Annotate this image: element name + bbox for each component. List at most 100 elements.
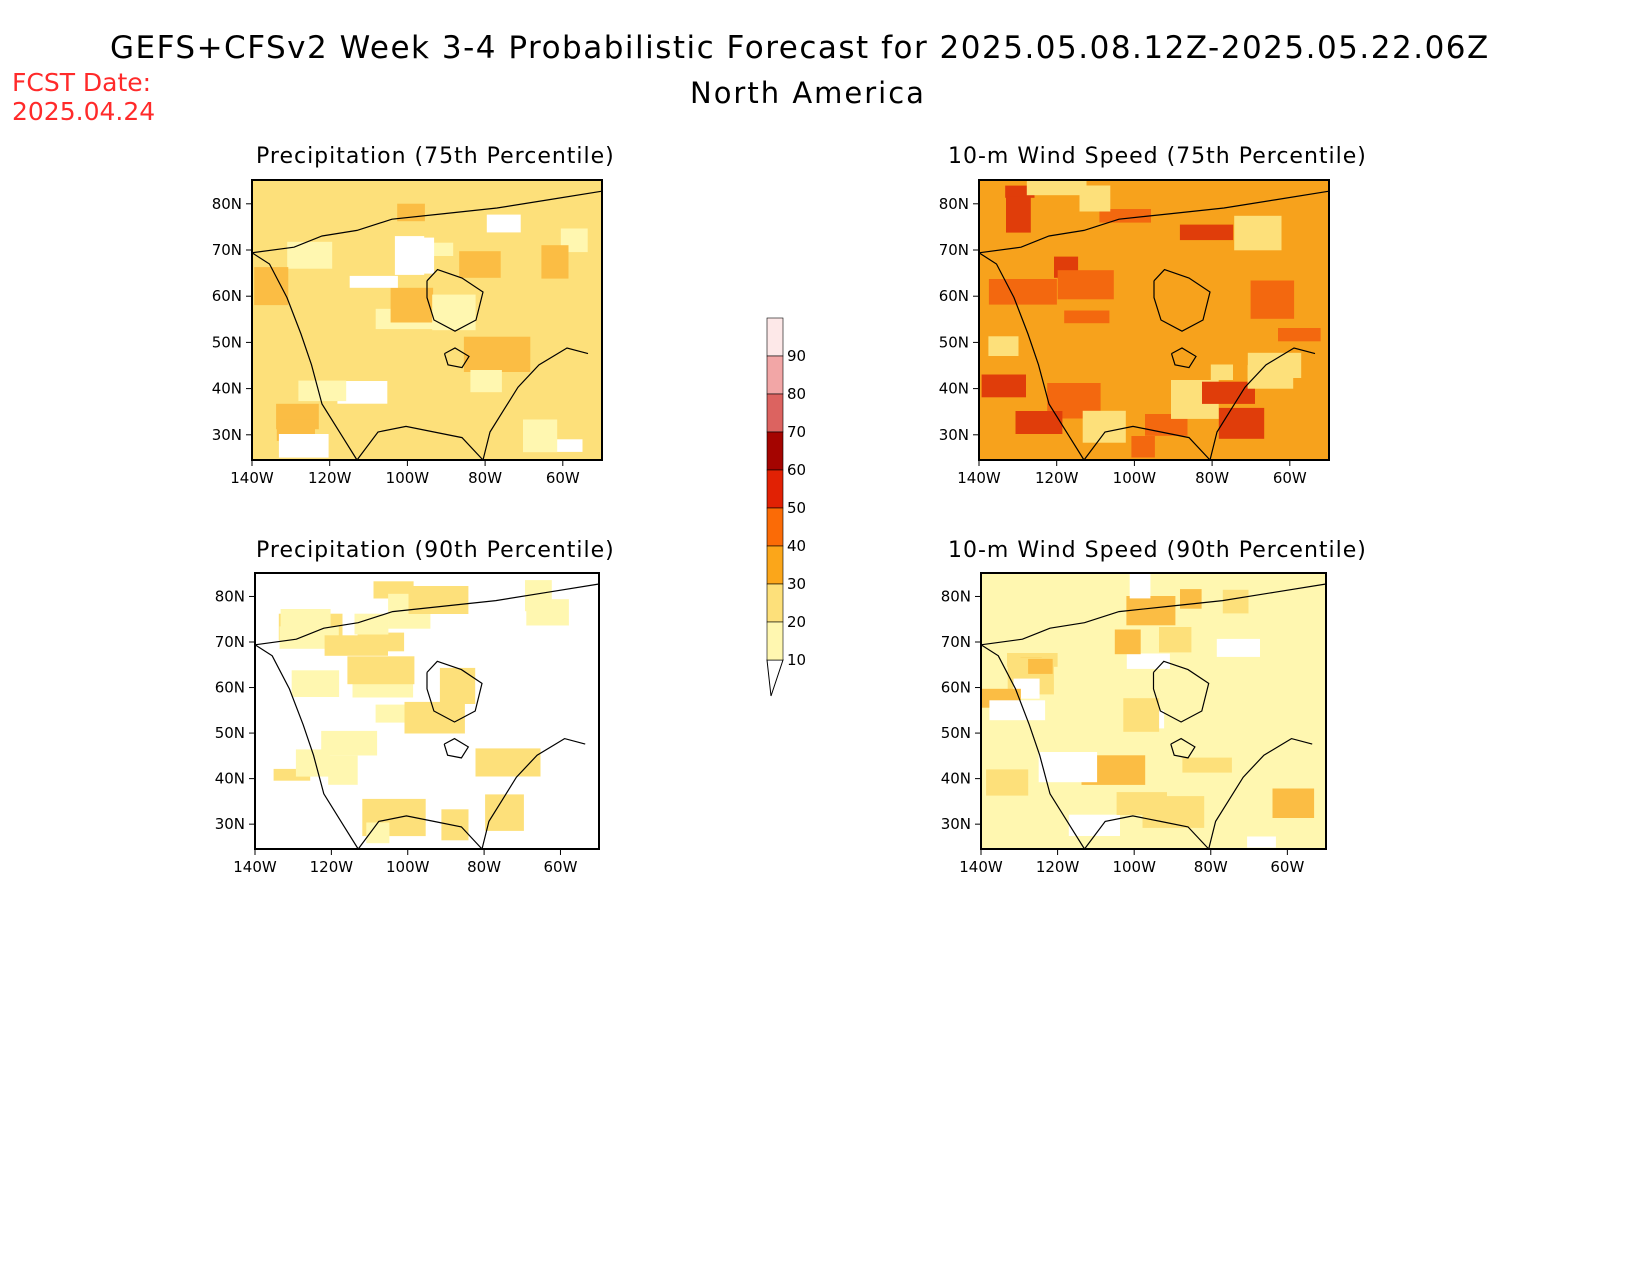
lat-tick-label: 70N (215, 633, 245, 651)
probability-patch (1278, 328, 1321, 342)
great-lakes-outline (443, 347, 470, 369)
probability-patch (298, 380, 347, 402)
probability-patch (1218, 407, 1265, 439)
probability-patch (1006, 196, 1031, 233)
lat-tick-label: 70N (212, 241, 242, 259)
gulf-coastline (1083, 425, 1211, 461)
lat-tick-label: 80N (939, 195, 969, 213)
probability-patch (981, 374, 1026, 398)
probability-patch (1210, 364, 1233, 380)
map-panel-wind-90: 80N 70N 60N 50N 40N 30N 140W 120W 100W 80W 60W (941, 572, 1327, 876)
lon-tick-label: 140W (233, 858, 277, 876)
probability-patch (988, 279, 1057, 305)
probability-patch (408, 586, 469, 614)
probability-patch (552, 439, 583, 452)
probability-patch (988, 336, 1019, 356)
probability-patch (1116, 792, 1167, 815)
probability-patch (989, 700, 1046, 721)
probability-patch (349, 275, 398, 288)
colorbar-segment (766, 431, 784, 471)
arctic-coastline (251, 190, 603, 254)
west-coastline (980, 644, 1086, 850)
lat-tick-label: 50N (939, 333, 969, 351)
probability-patch (439, 667, 476, 704)
hudson-bay-outline (426, 660, 483, 723)
map-frame (254, 572, 600, 850)
lon-tick-label: 100W (1113, 469, 1157, 487)
lat-tick-label: 40N (941, 770, 971, 788)
map-panel-precip-75: 80N 70N 60N 50N 40N 30N 140W 120W 100W 80W 60W (212, 179, 603, 487)
probability-patch (1028, 658, 1053, 674)
probability-patch (541, 245, 569, 279)
probability-patch (1180, 589, 1202, 609)
probability-patch (273, 768, 311, 781)
probability-patch (404, 701, 465, 734)
panel-title-precip-90: Precipitation (90th Percentile) (256, 538, 615, 563)
probability-patch (1247, 836, 1276, 848)
lon-tick-label: 80W (467, 858, 501, 876)
forecast-date-label: FCST Date: (12, 68, 152, 97)
lon-tick-label: 80W (468, 469, 502, 487)
probability-patch (401, 237, 435, 274)
lon-tick-label: 80W (1195, 469, 1229, 487)
probability-patch (1222, 589, 1249, 614)
lon-tick-label: 140W (959, 858, 1003, 876)
east-coastline (1208, 737, 1313, 850)
colorbar-segment (766, 469, 784, 509)
probability-patch (1129, 573, 1151, 599)
lat-tick-label: 50N (212, 333, 242, 351)
probability-patch (1099, 209, 1151, 223)
probability-patch (1159, 627, 1192, 653)
probability-patch (328, 755, 358, 785)
lat-tick-label: 60N (941, 679, 971, 697)
lat-tick-label: 50N (215, 724, 245, 742)
probability-patch (279, 626, 339, 649)
panel-title-precip-75: Precipitation (75th Percentile) (256, 144, 615, 169)
colorbar-lower-cap (766, 659, 784, 697)
probability-patch (463, 336, 531, 372)
colorbar-level-label: 90 (787, 347, 806, 365)
lat-tick-label: 30N (215, 815, 245, 833)
lon-tick-label: 120W (1036, 858, 1080, 876)
lat-tick-label: 60N (939, 287, 969, 305)
hudson-bay-outline (1152, 660, 1210, 723)
panel-title-wind-90: 10-m Wind Speed (90th Percentile) (948, 538, 1367, 563)
probability-patch (1064, 310, 1110, 324)
colorbar-segment (766, 507, 784, 547)
lat-tick-label: 30N (941, 815, 971, 833)
probability-patch (1026, 180, 1087, 196)
lat-tick-label: 40N (939, 380, 969, 398)
lat-tick-label: 30N (939, 426, 969, 444)
lat-tick-label: 50N (941, 724, 971, 742)
colorbar-level-label: 80 (787, 385, 806, 403)
panel-title-wind-75: 10-m Wind Speed (75th Percentile) (948, 144, 1367, 169)
probability-patch (432, 294, 476, 331)
lat-tick-label: 80N (212, 195, 242, 213)
probability-patch (287, 241, 333, 269)
probability-patch (523, 419, 558, 453)
lon-tick-label: 60W (1270, 858, 1304, 876)
colorbar-level-label: 30 (787, 575, 806, 593)
map-panel-wind-75: 80N 70N 60N 50N 40N 30N 140W 120W 100W 80W 60W (939, 179, 1330, 487)
lat-tick-label: 70N (941, 633, 971, 651)
probability-patch (1216, 638, 1260, 657)
colorbar-segment (766, 317, 784, 357)
lon-tick-label: 100W (1112, 858, 1156, 876)
probability-patch (1057, 270, 1114, 300)
lat-tick-label: 40N (212, 380, 242, 398)
probability-patch (280, 609, 331, 631)
colorbar-level-label: 40 (787, 537, 806, 555)
west-coastline (978, 252, 1085, 461)
probability-patch (324, 635, 388, 656)
gulf-coastline (1084, 815, 1210, 850)
map-panel-precip-90: 80N 70N 60N 50N 40N 30N 140W 120W 100W 80W 60W (215, 572, 600, 876)
probability-patch (1123, 698, 1160, 732)
region-subtitle: North America (690, 76, 926, 110)
probability-patch (1015, 411, 1063, 434)
colorbar-level-label: 50 (787, 499, 806, 517)
probability-patch (1126, 653, 1170, 669)
colorbar-segment (766, 355, 784, 395)
probability-patch (441, 809, 469, 841)
lat-tick-label: 70N (939, 241, 969, 259)
